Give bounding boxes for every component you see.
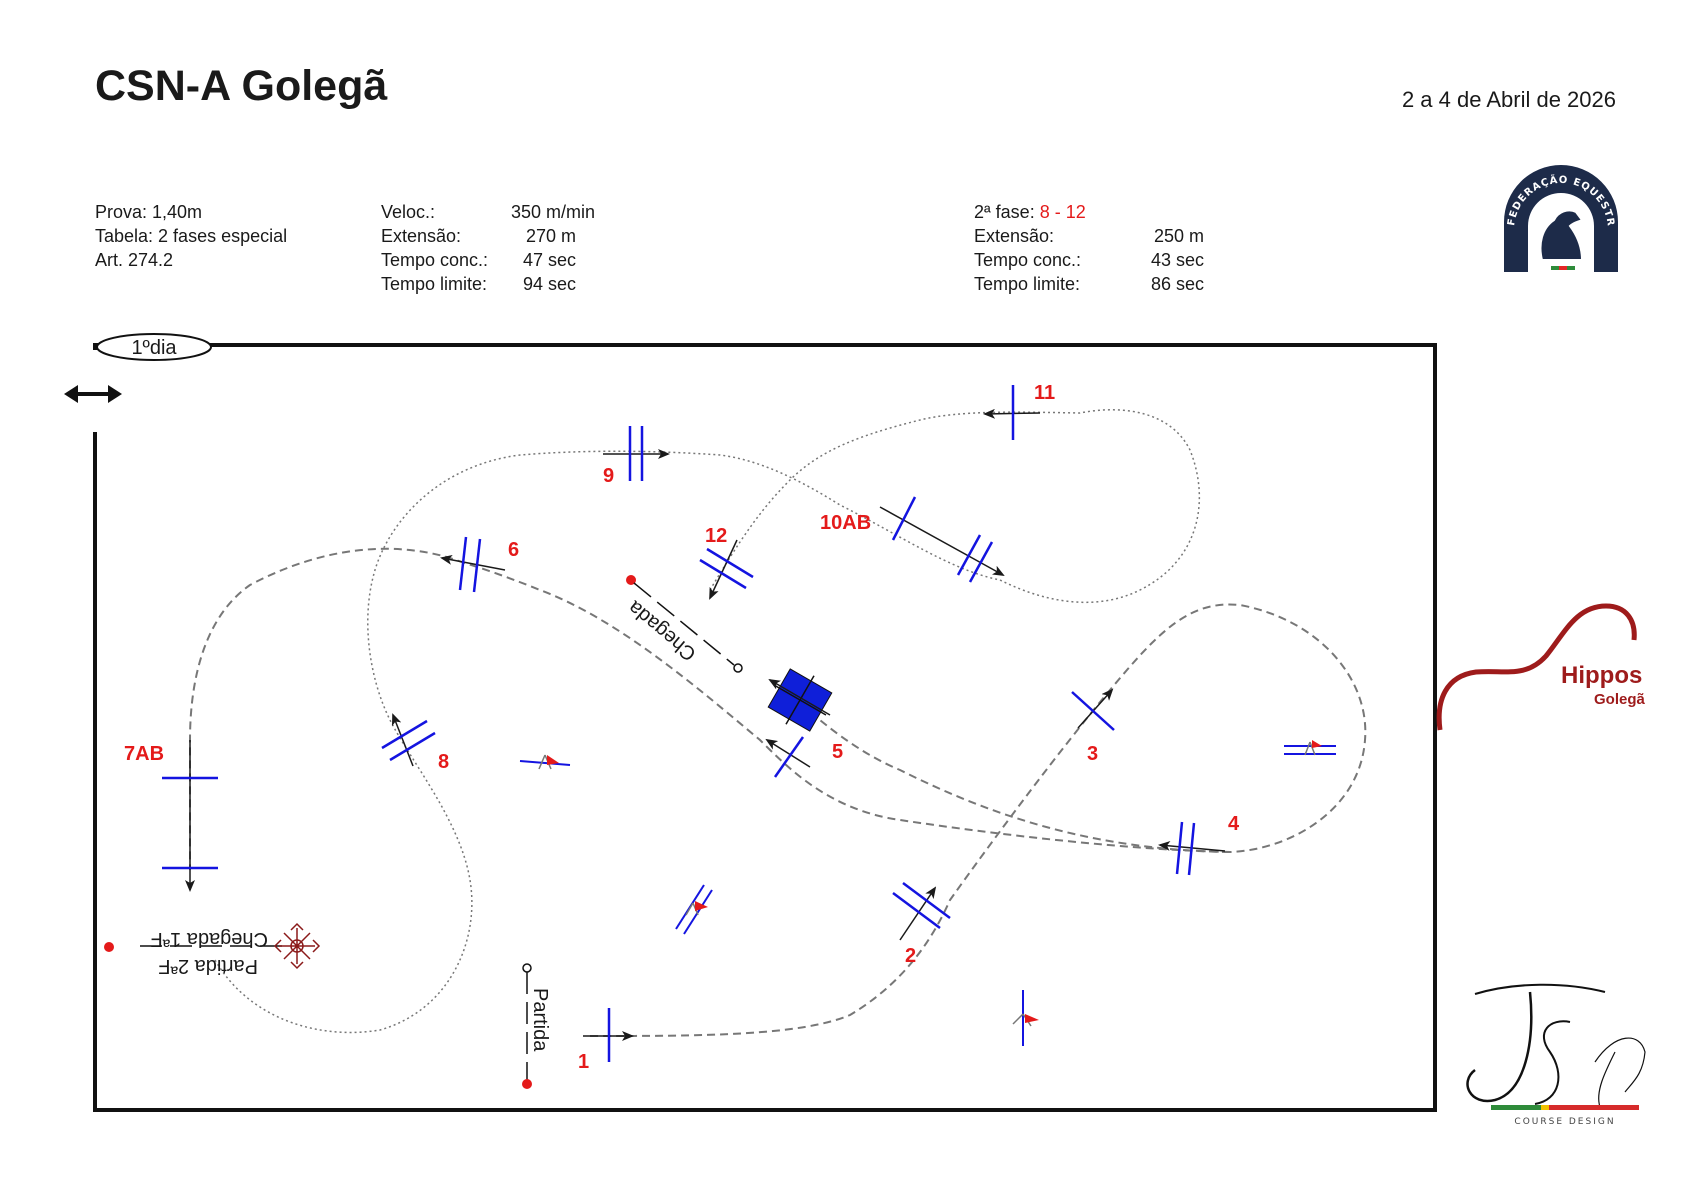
obstacle-5: 5 <box>765 736 843 778</box>
start-line: Partida <box>522 963 551 1089</box>
start-label: Partida <box>529 988 551 1052</box>
hippos-logo: Hippos Golegã <box>1436 603 1646 731</box>
course-path-phase2 <box>214 409 1201 1034</box>
designer-logo: COURSE DESIGN <box>1466 983 1646 1127</box>
obstacle-label-10ab: 10AB <box>820 512 871 534</box>
obstacle-12: 12 <box>699 525 754 600</box>
course-path-phase1-b <box>769 679 1231 853</box>
obstacle-label-11: 11 <box>1034 382 1055 404</box>
event-date: 2 a 4 de Abril de 2026 <box>1401 87 1616 112</box>
obstacle-11: 11 <box>983 382 1055 440</box>
phase2-limit-value: 86 sec <box>1150 274 1204 294</box>
water-box <box>767 668 833 732</box>
obstacle-1: 1 <box>578 1008 634 1073</box>
phase2-length-label: Extensão: <box>974 226 1055 246</box>
phase1-info: Veloc.: 350 m/min Extensão: 270 m Tempo co… <box>381 200 596 296</box>
obstacle-7ab: 7AB <box>124 740 218 892</box>
finish-line: Chegada <box>623 575 743 673</box>
flower-decoration-icon <box>273 922 321 970</box>
phase2-info: 2ª fase: 8 - 12 Extensão: 250 m Tempo con… <box>974 200 1204 296</box>
day-tag-label: 1ºdia <box>131 337 177 359</box>
phase2-range: 8 - 12 <box>1039 202 1086 222</box>
time-value: 47 sec <box>522 250 576 270</box>
obstacle-label-3: 3 <box>1087 743 1098 765</box>
obstacle-label-5: 5 <box>832 741 843 763</box>
page-title: CSN-A Golegã <box>95 62 388 110</box>
hippos-place: Golegã <box>1594 691 1646 708</box>
day-tag <box>96 333 212 361</box>
class-article: Art. 274.2 <box>95 250 174 270</box>
length-label: Extensão: <box>381 226 462 246</box>
speed-value: 350 m/min <box>511 202 596 222</box>
obstacle-label-9: 9 <box>603 465 614 487</box>
obstacle-9: 9 <box>603 426 670 487</box>
water-box-arrow <box>768 678 831 716</box>
obstacle-8: 8 <box>381 713 449 773</box>
limit-label: Tempo limite: <box>381 274 488 294</box>
obstacle-label-4: 4 <box>1228 813 1240 835</box>
phase2-title: 2ª fase: <box>974 202 1035 222</box>
hippos-name: Hippos <box>1561 662 1642 689</box>
course-path-phase1 <box>189 547 1367 1037</box>
obstacle-2: 2 <box>892 881 951 967</box>
obstacle-label-7ab: 7AB <box>124 743 164 765</box>
arena-border <box>93 343 1437 1112</box>
phase2-time-label: Tempo conc.: <box>974 250 1082 270</box>
obstacle-6: 6 <box>440 536 519 593</box>
obstacle-label-12: 12 <box>705 525 727 547</box>
obstacle-label-6: 6 <box>508 539 519 561</box>
obstacle-10ab: 10AB <box>820 496 1005 583</box>
entrance-arrow-icon <box>64 385 122 403</box>
time-label: Tempo conc.: <box>381 250 489 270</box>
obstacle-label-8: 8 <box>438 751 449 773</box>
start2-label: Partida 2ªF <box>158 955 258 977</box>
class-table: Tabela: 2 fases especial <box>95 226 288 246</box>
class-height: Prova: 1,40m <box>95 202 203 222</box>
limit-value: 94 sec <box>522 274 576 294</box>
phase2-length-value: 250 m <box>1153 226 1204 246</box>
flag-marker-icon <box>1012 990 1039 1046</box>
phase2-time-value: 43 sec <box>1150 250 1204 270</box>
obstacle-3: 3 <box>1071 688 1115 765</box>
phase2-limit-label: Tempo limite: <box>974 274 1081 294</box>
obstacle-label-2: 2 <box>905 945 916 967</box>
flag-marker-icon <box>1284 740 1336 756</box>
class-info: Prova: 1,40m Tabela: 2 fases especial Ar… <box>95 200 287 272</box>
obstacle-label-1: 1 <box>578 1051 589 1073</box>
start2-finish1-line: Partida 2ªF Chegada 1ªF <box>104 922 321 977</box>
length-value: 270 m <box>525 226 576 246</box>
flag-marker-icon <box>675 884 713 935</box>
obstacle-4: 4 <box>1158 813 1240 876</box>
designer-caption: COURSE DESIGN <box>1514 1117 1615 1127</box>
speed-label: Veloc.: <box>381 202 436 222</box>
flag-marker-icon <box>519 754 571 770</box>
fep-logo: FEDERAÇÃO EQUESTRE PORTUGUESA <box>1496 160 1618 272</box>
finish1-label: Chegada 1ªF <box>151 928 268 950</box>
